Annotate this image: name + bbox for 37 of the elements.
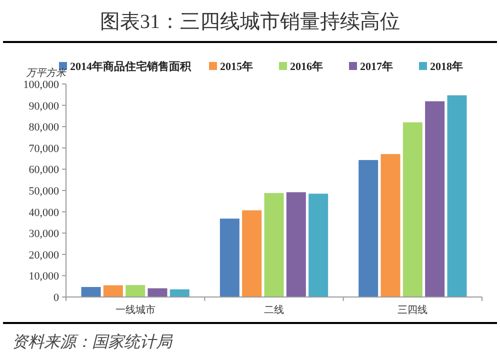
bar: [447, 95, 467, 297]
y-tick-label: 70,000: [28, 142, 60, 155]
legend-label: 2014年商品住宅销售面积: [70, 60, 192, 73]
x-tick-label: 一线城市: [115, 304, 156, 316]
y-tick-label: 0: [54, 292, 60, 304]
bar: [220, 218, 240, 297]
bar: [425, 101, 445, 297]
bar: [148, 288, 168, 297]
y-tick-label: 100,000: [23, 79, 60, 91]
bar: [380, 154, 400, 297]
bar: [126, 285, 146, 297]
y-tick-label: 30,000: [28, 228, 60, 240]
bar: [308, 194, 328, 297]
bar: [264, 193, 284, 297]
bar: [286, 192, 306, 297]
y-tick-label: 10,000: [28, 270, 60, 283]
bar: [358, 160, 378, 297]
y-tick-label: 50,000: [28, 186, 60, 198]
y-axis-title: 万平方米: [26, 67, 67, 79]
y-tick-label: 80,000: [28, 122, 60, 134]
x-tick-label: 三四线: [398, 304, 428, 316]
chart-title: 图表31：三四线城市销量持续高位: [100, 10, 400, 33]
bar: [242, 210, 262, 297]
legend-label: 2018年: [430, 60, 463, 73]
legend-label: 2016年: [290, 60, 323, 73]
bar: [170, 289, 190, 297]
y-tick-label: 40,000: [28, 206, 60, 219]
text: 资料来源：国家统计局: [12, 333, 173, 351]
x-tick-label: 二线: [264, 304, 284, 316]
bar: [402, 122, 422, 297]
legend-label: 2015年: [220, 60, 253, 73]
y-tick-label: 60,000: [28, 164, 60, 176]
legend-label: 2017年: [360, 60, 393, 73]
y-tick-label: 90,000: [28, 100, 60, 112]
bar: [103, 285, 123, 297]
bar: [81, 286, 101, 297]
y-tick-label: 20,000: [28, 249, 60, 262]
